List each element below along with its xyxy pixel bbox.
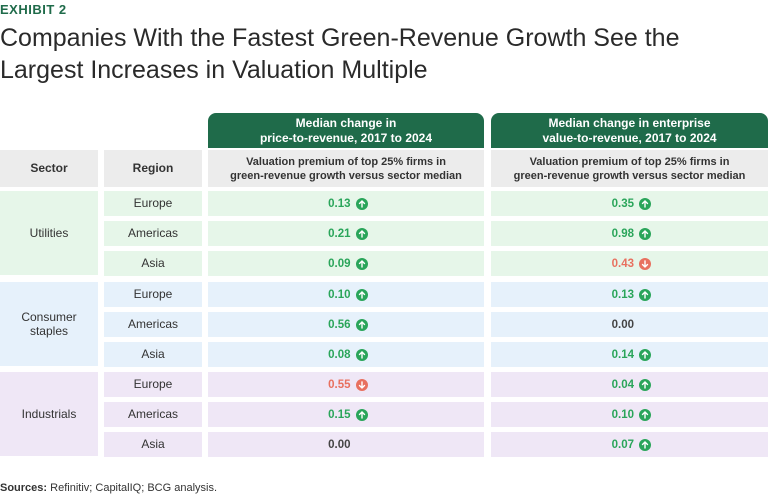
arrow-up-icon — [639, 438, 651, 451]
ev2r-value-cell: 0.43 — [491, 251, 768, 276]
p2r-value: 0.00 — [328, 438, 351, 451]
region-cell: Europe — [104, 282, 202, 307]
ev2r-value-cell: 0.10 — [491, 402, 768, 427]
metric1-subheader-line1: Valuation premium of top 25% firms in — [246, 156, 446, 168]
sector-column-header: Sector — [0, 150, 98, 187]
ev2r-value-cell: 0.35 — [491, 191, 768, 216]
region-cell: Americas — [104, 221, 202, 246]
ev2r-value: 0.10 — [611, 408, 634, 421]
arrow-up-icon — [639, 227, 651, 240]
p2r-value-cell: 0.55 — [208, 372, 484, 397]
metric1-header: Median change in price-to-revenue, 2017 … — [208, 113, 484, 148]
arrow-up-icon — [355, 257, 368, 270]
sector-name: Consumer — [21, 310, 77, 324]
p2r-value: 0.09 — [328, 257, 351, 270]
arrow-up-icon — [355, 288, 368, 301]
chart-title: Companies With the Fastest Green-Revenue… — [0, 24, 680, 84]
sector-name-line2: staples — [29, 324, 68, 338]
p2r-value-cell: 0.09 — [208, 251, 484, 276]
region-cell: Europe — [104, 372, 202, 397]
p2r-value: 0.55 — [328, 378, 351, 391]
ev2r-value-cell: 0.04 — [491, 372, 768, 397]
exhibit-label: EXHIBIT 2 — [0, 2, 67, 17]
arrow-down-icon — [355, 378, 368, 391]
ev2r-value-cell: 0.13 — [491, 282, 768, 307]
metric2-subheader: Valuation premium of top 25% firms in gr… — [491, 150, 768, 187]
arrow-up-icon — [355, 348, 368, 361]
arrow-up-icon — [639, 288, 651, 301]
arrow-up-icon — [639, 378, 651, 391]
region-column-header: Region — [104, 150, 202, 187]
metric1-subheader: Valuation premium of top 25% firms in gr… — [208, 150, 484, 187]
region-cell: Americas — [104, 402, 202, 427]
metric1-subheader-line2: green-revenue growth versus sector media… — [230, 170, 462, 182]
region-cell: Europe — [104, 191, 202, 216]
sector-cell: Consumer staples — [0, 282, 98, 366]
arrow-up-icon — [639, 197, 651, 210]
sources-text: Refinitiv; CapitalIQ; BCG analysis. — [50, 482, 218, 494]
p2r-value-cell: 0.13 — [208, 191, 484, 216]
sector-cell: Industrials — [0, 372, 98, 456]
ev2r-value-cell: 0.00 — [491, 312, 768, 337]
region-cell: Asia — [104, 342, 202, 367]
p2r-value: 0.08 — [328, 348, 351, 361]
metric2-subheader-line2: green-revenue growth versus sector media… — [513, 170, 746, 182]
metric2-header: Median change in enterprise value-to-rev… — [491, 113, 768, 148]
p2r-value: 0.13 — [328, 197, 351, 210]
p2r-value-cell: 0.08 — [208, 342, 484, 367]
ev2r-value: 0.43 — [611, 257, 634, 270]
region-cell: Asia — [104, 251, 202, 276]
ev2r-value-cell: 0.07 — [491, 432, 768, 457]
arrow-up-icon — [355, 318, 368, 331]
ev2r-value: 0.35 — [611, 197, 634, 210]
arrow-up-icon — [639, 408, 651, 421]
arrow-up-icon — [355, 197, 368, 210]
ev2r-value: 0.00 — [611, 318, 634, 331]
ev2r-value-cell: 0.14 — [491, 342, 768, 367]
sector-cell: Utilities — [0, 191, 98, 275]
p2r-value-cell: 0.56 — [208, 312, 484, 337]
arrow-up-icon — [355, 227, 368, 240]
p2r-value-cell: 0.15 — [208, 402, 484, 427]
region-cell: Americas — [104, 312, 202, 337]
ev2r-value: 0.04 — [611, 378, 634, 391]
p2r-value: 0.15 — [328, 408, 351, 421]
p2r-value: 0.56 — [328, 318, 351, 331]
sector-name: Utilities — [29, 226, 69, 240]
ev2r-value: 0.13 — [611, 288, 634, 301]
arrow-up-icon — [639, 348, 651, 361]
sector-name: Industrials — [21, 407, 77, 421]
p2r-value: 0.10 — [328, 288, 351, 301]
ev2r-value-cell: 0.98 — [491, 221, 768, 246]
arrow-down-icon — [639, 257, 651, 270]
ev2r-value: 0.07 — [611, 438, 634, 451]
p2r-value-cell: 0.10 — [208, 282, 484, 307]
p2r-value: 0.21 — [328, 227, 351, 240]
metric1-header-line1: Median change in — [295, 116, 397, 130]
p2r-value-cell: 0.21 — [208, 221, 484, 246]
arrow-up-icon — [355, 408, 368, 421]
ev2r-value: 0.14 — [611, 348, 634, 361]
p2r-value-cell: 0.00 — [208, 432, 484, 457]
metric1-header-line2: price-to-revenue, 2017 to 2024 — [259, 131, 433, 145]
metric2-header-line1: Median change in enterprise — [548, 116, 711, 130]
sources-note: Sources: Refinitiv; CapitalIQ; BCG analy… — [0, 482, 217, 494]
metric2-header-line2: value-to-revenue, 2017 to 2024 — [542, 131, 717, 145]
sources-label: Sources: — [0, 482, 48, 494]
metric2-subheader-line1: Valuation premium of top 25% firms in — [529, 156, 730, 168]
region-cell: Asia — [104, 432, 202, 457]
ev2r-value: 0.98 — [611, 227, 634, 240]
